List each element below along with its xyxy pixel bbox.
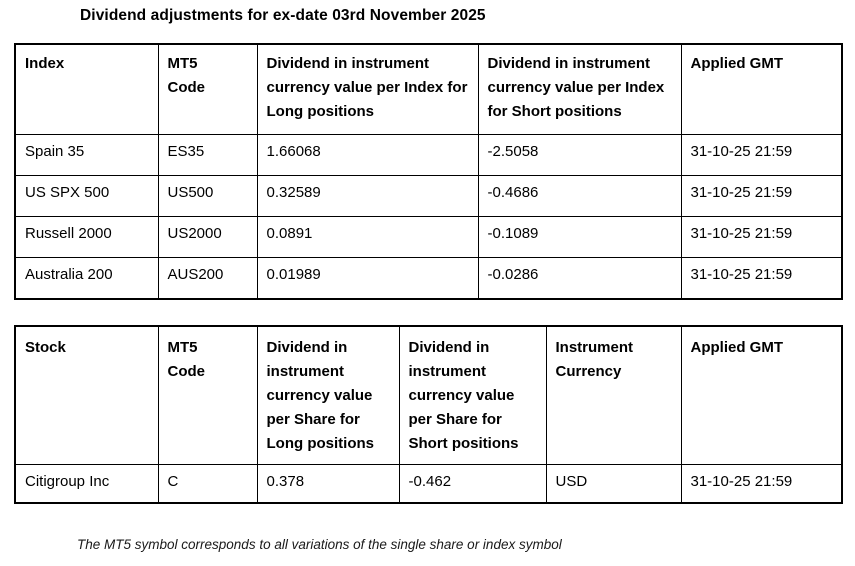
index-dividends-table: Index MT5 Code Dividend in instrument cu… [14,43,843,300]
applied-gmt-cell: 31-10-25 21:59 [680,134,843,176]
index-table-header-dividend-long: Dividend in instrument currency value pe… [256,43,479,135]
index-name-cell: Australia 200 [14,257,159,300]
mt5-code-cell: ES35 [157,134,258,176]
table-row: Spain 35 ES35 1.66068 -2.5058 31-10-25 2… [14,134,843,176]
applied-gmt-cell: 31-10-25 21:59 [680,216,843,258]
stock-table-header-dividend-long: Dividend in instrument currency value pe… [256,325,400,465]
index-name-cell: US SPX 500 [14,175,159,217]
stock-table-header-stock: Stock [14,325,159,465]
mt5-code-cell: C [157,464,258,504]
dividend-short-cell: -0.0286 [477,257,682,300]
dividend-short-cell: -0.1089 [477,216,682,258]
stock-table-header-row: Stock MT5 Code Dividend in instrument cu… [14,325,843,465]
dividend-short-cell: -0.462 [398,464,547,504]
table-row: US SPX 500 US500 0.32589 -0.4686 31-10-2… [14,175,843,217]
table-row: Citigroup Inc C 0.378 -0.462 USD 31-10-2… [14,464,843,504]
stock-table-header-dividend-short: Dividend in instrument currency value pe… [398,325,547,465]
index-name-cell: Spain 35 [14,134,159,176]
index-table-header-dividend-short: Dividend in instrument currency value pe… [477,43,682,135]
dividend-long-cell: 0.0891 [256,216,479,258]
instrument-currency-cell: USD [545,464,682,504]
applied-gmt-cell: 31-10-25 21:59 [680,175,843,217]
index-table-header-row: Index MT5 Code Dividend in instrument cu… [14,43,843,135]
applied-gmt-cell: 31-10-25 21:59 [680,464,843,504]
stock-table-header-mt5-code: MT5 Code [157,325,258,465]
dividend-long-cell: 0.32589 [256,175,479,217]
dividend-long-cell: 0.378 [256,464,400,504]
mt5-code-cell: US500 [157,175,258,217]
index-table-header-mt5-code: MT5 Code [157,43,258,135]
stock-table-header-instrument-currency: Instrument Currency [545,325,682,465]
applied-gmt-cell: 31-10-25 21:59 [680,257,843,300]
stock-name-cell: Citigroup Inc [14,464,159,504]
stock-dividends-table: Stock MT5 Code Dividend in instrument cu… [14,325,843,504]
mt5-code-cell: AUS200 [157,257,258,300]
index-name-cell: Russell 2000 [14,216,159,258]
index-table-header-applied-gmt: Applied GMT [680,43,843,135]
index-table-header-index: Index [14,43,159,135]
stock-table-header-applied-gmt: Applied GMT [680,325,843,465]
dividend-long-cell: 1.66068 [256,134,479,176]
dividend-short-cell: -0.4686 [477,175,682,217]
mt5-code-cell: US2000 [157,216,258,258]
page-title: Dividend adjustments for ex-date 03rd No… [80,7,486,24]
table-row: Australia 200 AUS200 0.01989 -0.0286 31-… [14,257,843,300]
table-row: Russell 2000 US2000 0.0891 -0.1089 31-10… [14,216,843,258]
dividend-short-cell: -2.5058 [477,134,682,176]
footnote: The MT5 symbol corresponds to all variat… [77,537,562,552]
dividend-long-cell: 0.01989 [256,257,479,300]
